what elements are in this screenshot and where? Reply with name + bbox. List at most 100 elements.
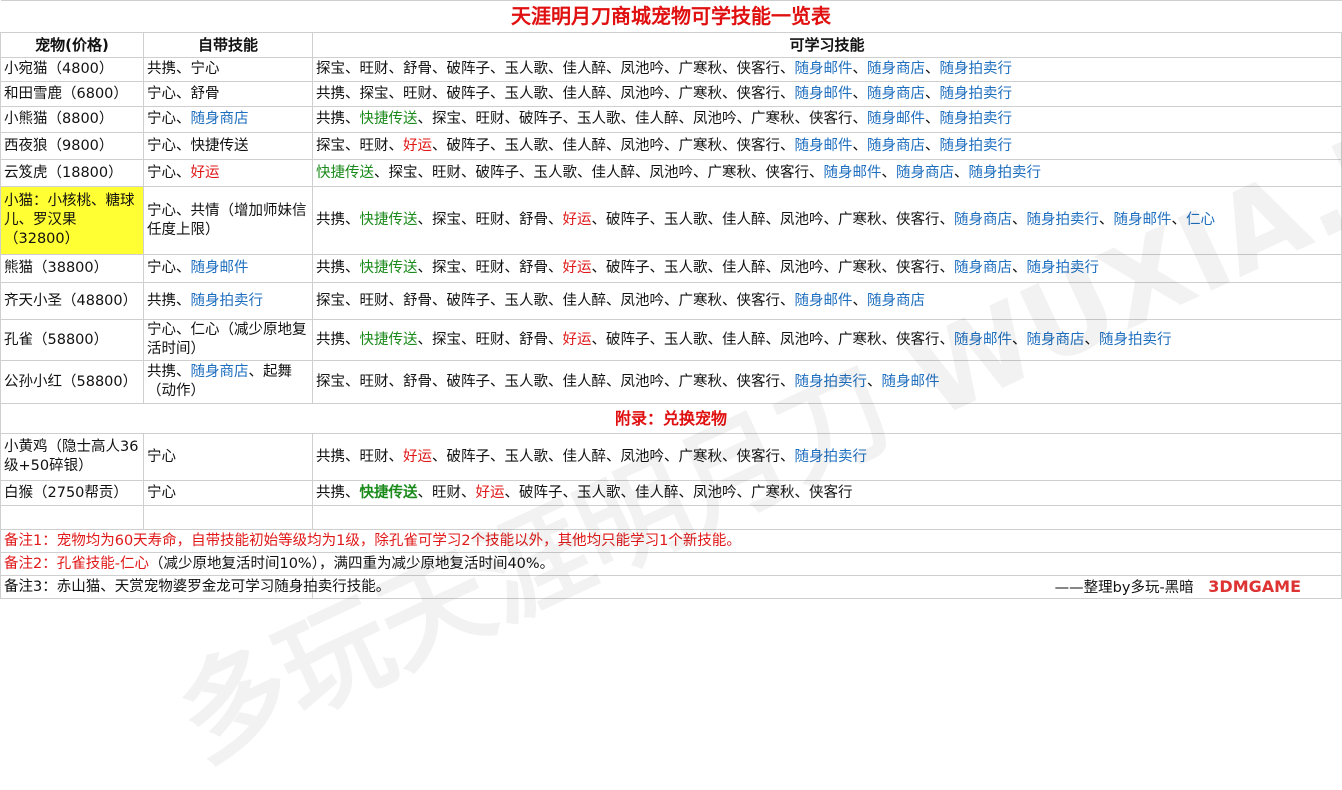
skill: 宁心 (147, 111, 176, 127)
pet-name: 小熊猫（8800） (0, 106, 144, 133)
separator: 、 (490, 61, 505, 77)
pet-name: 小黄鸡（隐士高人36级+50碎银） (0, 433, 144, 481)
innate-skills: 共携、随身拍卖行 (143, 282, 313, 320)
skill: 随身邮件 (954, 331, 1012, 348)
skill: 玉人歌 (504, 137, 549, 154)
separator: 、 (780, 448, 795, 465)
innate-skills: 宁心、舒骨 (143, 81, 313, 107)
skill: 玉人歌 (504, 61, 549, 77)
innate-skills: 宁心、快捷传送 (143, 132, 313, 160)
separator: 、 (823, 260, 839, 276)
learnable-skills: 探宝、旺财、舒骨、破阵子、玉人歌、佳人醉、凤池吟、广寒秋、侠客行、随身拍卖行、随… (312, 360, 1342, 404)
separator: 、 (664, 448, 679, 465)
innate-skills: 宁心、随身邮件 (143, 254, 313, 283)
skill: 随身商店 (190, 111, 249, 127)
skill: 舒骨 (403, 61, 432, 77)
skill: 佳人醉 (562, 448, 607, 465)
separator: 、 (345, 331, 360, 348)
table-row: 孔雀（58800） 宁心、仁心（减少原地复活时间） 共携、快捷传送、探宝、旺财、舒骨… (0, 319, 1342, 361)
note-row: 备注2：孔雀技能-仁心（减少原地复活时间10%），满四重为减少原地复活时间40%… (0, 552, 1342, 576)
skill: 旺财 (359, 373, 389, 390)
skill: 侠客行 (809, 484, 853, 501)
learnable-skills: 探宝、旺财、好运、破阵子、玉人歌、佳人醉、凤池吟、广寒秋、侠客行、随身邮件、随身… (312, 132, 1342, 160)
skill: 好运 (562, 331, 592, 348)
table-row: 齐天小圣（48800） 共携、随身拍卖行 探宝、旺财、舒骨、破阵子、玉人歌、佳人醉、… (0, 282, 1342, 320)
appendix-title: 附录：兑换宠物 (0, 403, 1342, 434)
pet-name: 和田雪鹿（6800） (0, 81, 144, 107)
learnable-skills: 共携、快捷传送、旺财、好运、破阵子、玉人歌、佳人醉、凤池吟、广寒秋、侠客行 (312, 480, 1342, 506)
separator: 、 (881, 260, 897, 276)
table-row: 公孙小红（58800） 共携、随身商店、起舞（动作） 探宝、旺财、舒骨、破阵子、玉人… (0, 360, 1342, 404)
skill: 旺财 (359, 61, 389, 77)
separator: 、 (417, 212, 433, 228)
skill: 共携 (316, 260, 345, 276)
credit: ——整理by多玩-黑暗 3DMGAME (312, 575, 1342, 599)
separator: 、 (649, 331, 665, 348)
separator: 、 (461, 111, 476, 127)
table-row: 小黄鸡（隐士高人36级+50碎银） 宁心 共携、旺财、好运、破阵子、玉人歌、佳人醉、… (0, 433, 1342, 481)
learnable-skills: 探宝、旺财、舒骨、破阵子、玉人歌、佳人醉、凤池吟、广寒秋、侠客行、随身邮件、随身… (312, 282, 1342, 320)
skill: 广寒秋 (838, 212, 882, 228)
table-row: 和田雪鹿（6800） 宁心、舒骨 共携、探宝、旺财、破阵子、玉人歌、佳人醉、凤池吟、… (0, 81, 1342, 107)
skill: 好运 (475, 484, 505, 501)
separator: 、 (722, 373, 737, 390)
separator: 、 (939, 260, 955, 276)
skill: 破阵子 (519, 111, 563, 127)
separator: 、 (577, 164, 592, 181)
separator: 、 (388, 61, 404, 77)
skill: 随身拍卖行 (794, 448, 868, 465)
skill: 旺财 (432, 164, 461, 181)
separator: 、 (417, 164, 433, 181)
separator: 、 (345, 61, 360, 77)
skill: 共携 (316, 212, 345, 228)
skill: 好运 (562, 260, 592, 276)
skill: 宁心 (147, 164, 176, 181)
skill: 共携 (147, 364, 176, 380)
pet-name: 西夜狼（9800） (0, 132, 144, 160)
skill: 随身拍卖行 (939, 61, 1013, 77)
skill: 凤池吟 (693, 111, 737, 127)
separator: 、 (664, 292, 679, 309)
skill: 探宝 (316, 373, 345, 390)
skill: 玉人歌 (504, 448, 549, 465)
skill: 侠客行 (809, 111, 853, 127)
skill: 破阵子 (446, 137, 491, 154)
skill: 随身商店 (867, 61, 925, 77)
skill: 旺财 (403, 85, 432, 102)
separator: 、 (504, 111, 520, 127)
skill: 侠客行 (736, 373, 781, 390)
separator: 、 (1012, 260, 1027, 276)
skill: 探宝 (359, 85, 389, 102)
skill: 快捷传送 (359, 111, 418, 127)
separator: 、 (664, 373, 679, 390)
skill: 随身商店 (190, 364, 249, 380)
separator: 、 (664, 137, 679, 154)
separator: 、 (388, 85, 404, 102)
skill: 随身拍卖行 (1026, 260, 1100, 276)
separator: 、 (1012, 331, 1027, 348)
separator: 、 (852, 85, 868, 102)
separator: 、 (490, 373, 505, 390)
skill: 侠客行 (896, 212, 940, 228)
skill: 广寒秋 (751, 484, 795, 501)
separator: 、 (664, 61, 679, 77)
separator: 、 (780, 373, 795, 390)
skill: 玉人歌 (577, 111, 621, 127)
innate-skills: 宁心 (143, 480, 313, 506)
skill: 侠客行 (896, 260, 940, 276)
empty-cell (0, 505, 144, 530)
separator: 、 (176, 111, 191, 127)
separator: 、 (852, 111, 868, 127)
skill: 凤池吟 (620, 448, 665, 465)
separator: 、 (780, 85, 795, 102)
separator: 、 (794, 111, 810, 127)
separator: 、 (794, 484, 810, 501)
table-row: 云笈虎（18800） 宁心、好运 快捷传送、探宝、旺财、破阵子、玉人歌、佳人醉、凤池… (0, 159, 1342, 187)
learnable-skills: 共携、快捷传送、探宝、旺财、舒骨、好运、破阵子、玉人歌、佳人醉、凤池吟、广寒秋、… (312, 254, 1342, 283)
note-2: 备注2：孔雀技能-仁心（减少原地复活时间10%），满四重为减少原地复活时间40%… (0, 552, 1342, 576)
separator: 、 (765, 260, 781, 276)
separator: 、 (388, 373, 404, 390)
skill: 破阵子 (519, 484, 563, 501)
separator: 、 (591, 212, 607, 228)
skill: 随身商店 (954, 260, 1012, 276)
